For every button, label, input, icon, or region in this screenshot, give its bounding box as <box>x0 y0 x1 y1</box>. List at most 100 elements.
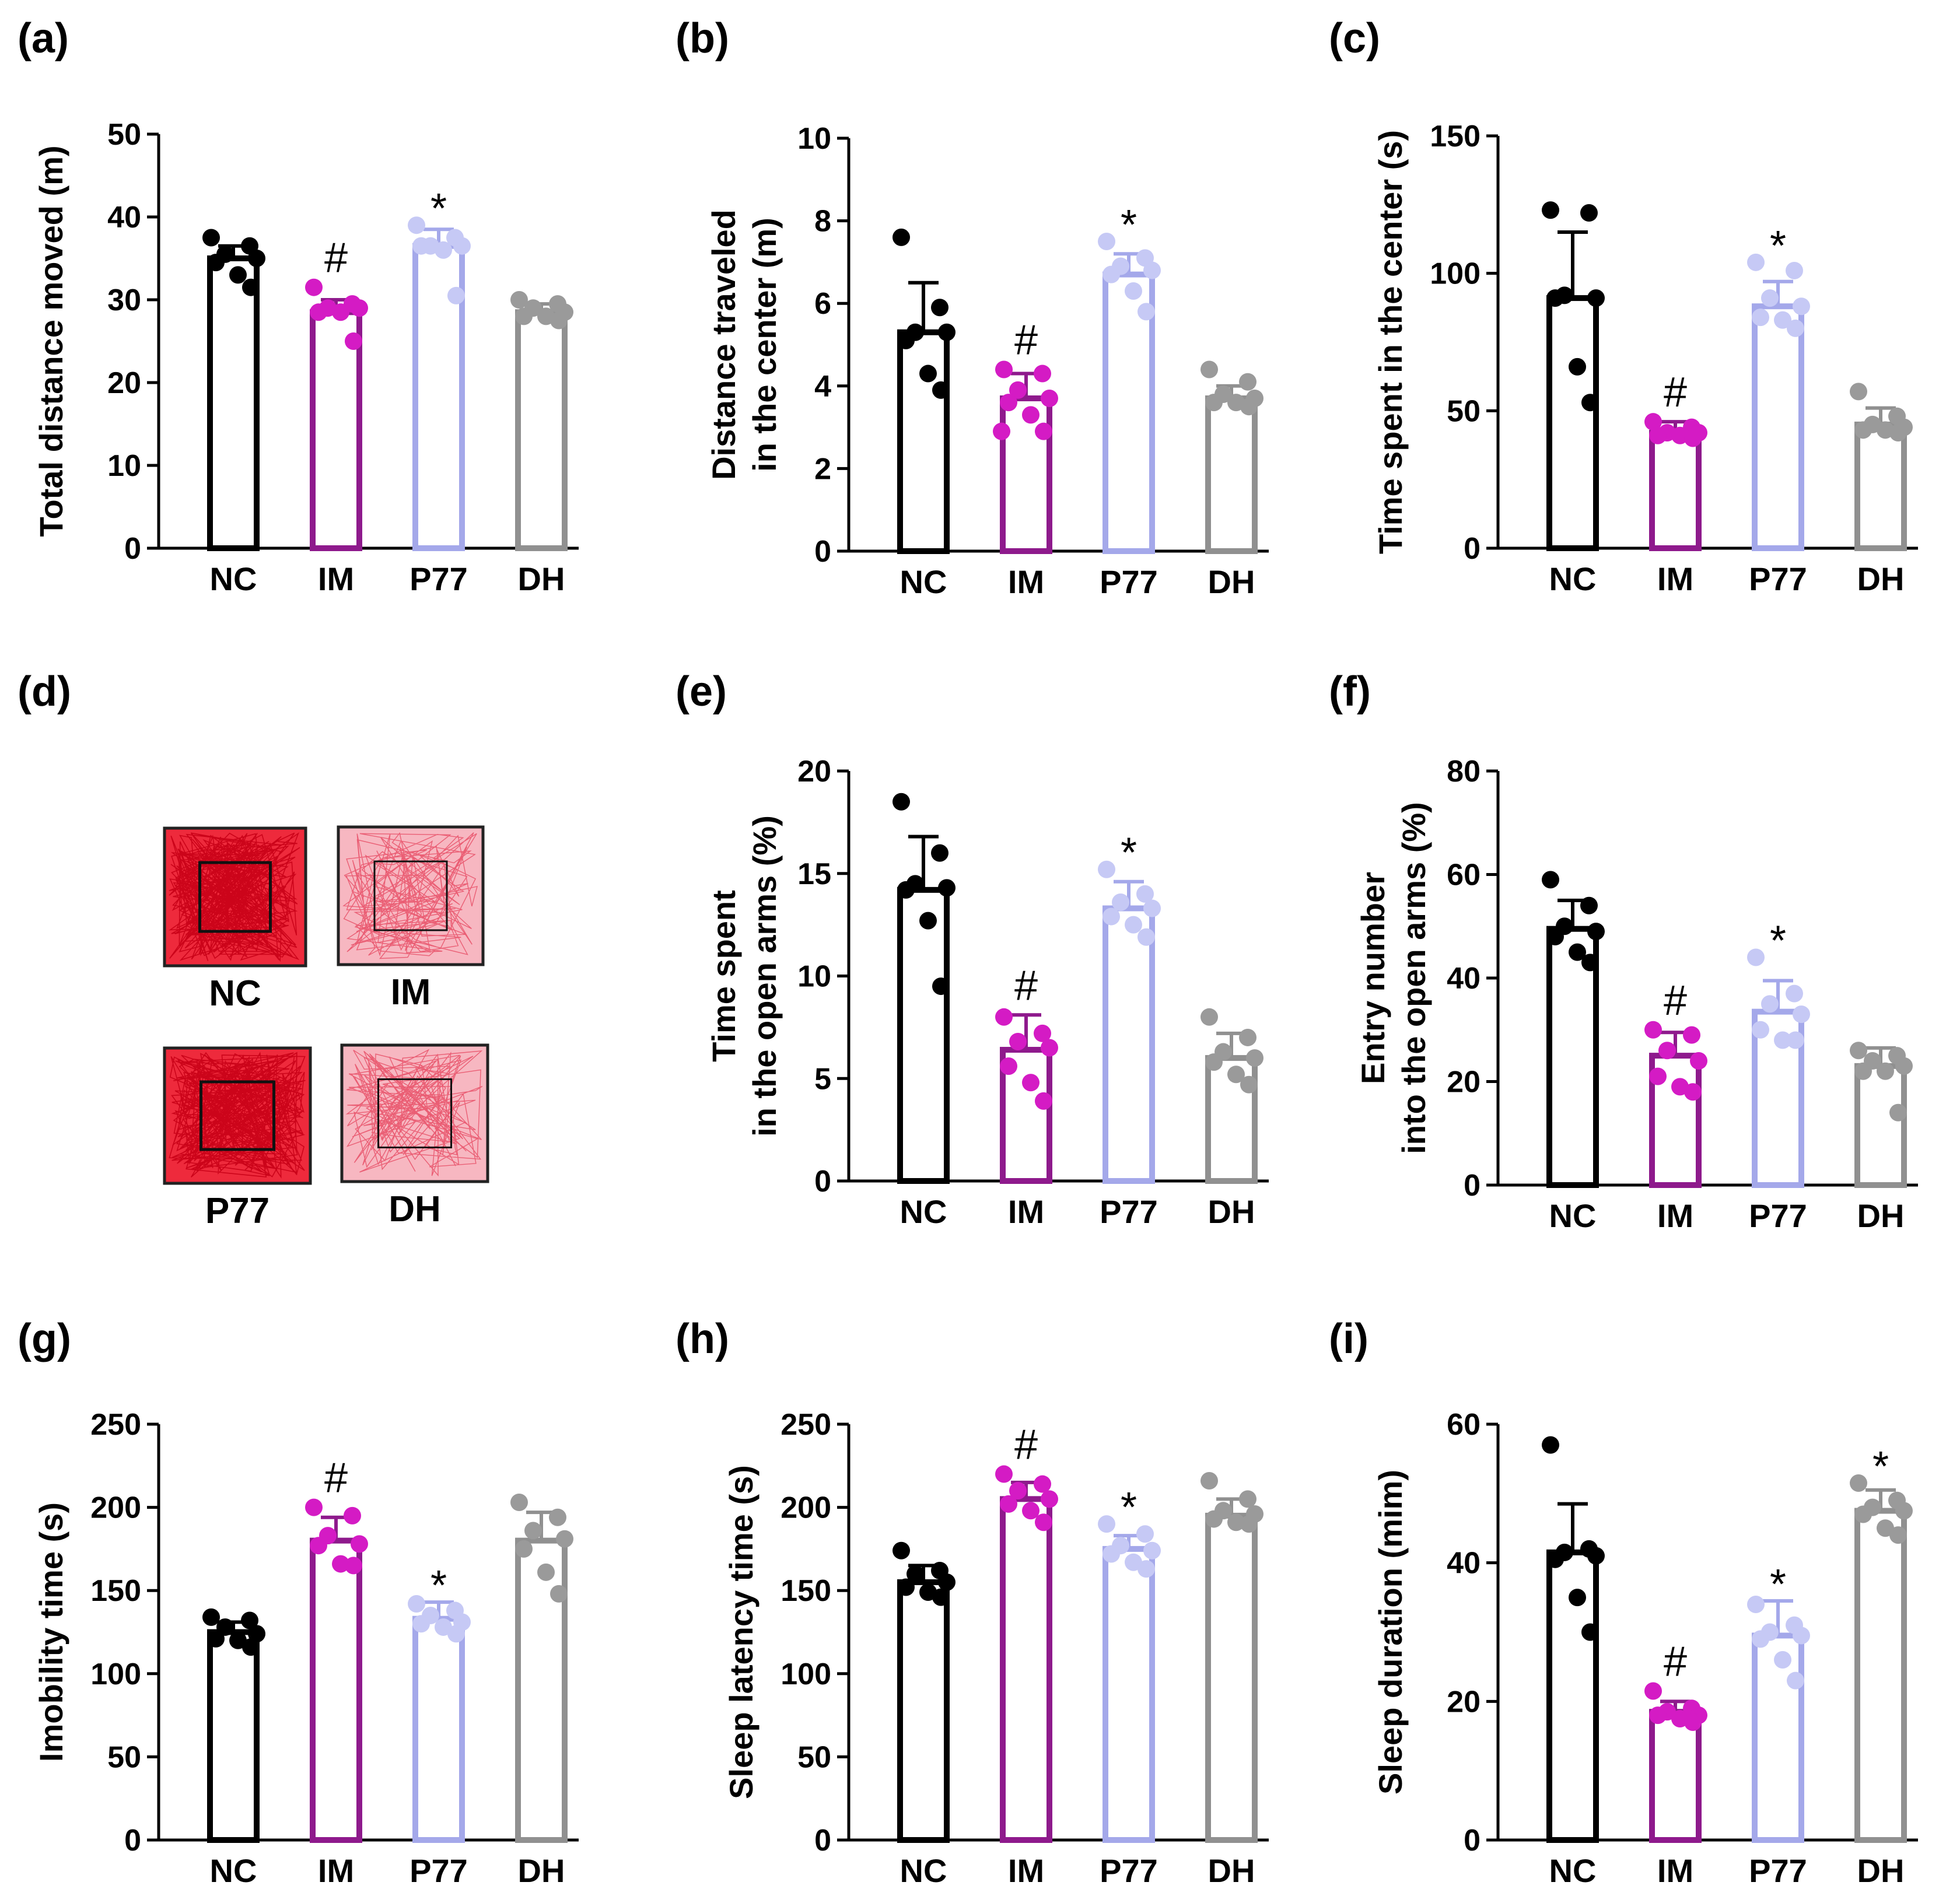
data-point <box>1786 984 1803 1003</box>
bar-nc <box>207 1629 260 1843</box>
y-tick-label: 40 <box>1447 1547 1480 1580</box>
data-point <box>1138 1560 1155 1578</box>
data-point <box>1102 907 1120 926</box>
data-point <box>202 1608 220 1626</box>
data-point <box>1889 1526 1907 1544</box>
significance-mark: * <box>1770 1561 1786 1608</box>
data-point <box>1143 261 1161 279</box>
bar-p77 <box>1752 1632 1804 1843</box>
panel-letter: (h) <box>676 1316 729 1362</box>
data-point <box>241 1611 258 1629</box>
data-point <box>1239 1028 1256 1046</box>
y-tick-label: 0 <box>1464 532 1480 566</box>
data-point <box>1000 1495 1017 1513</box>
data-point <box>549 1508 566 1526</box>
data-point <box>408 216 425 234</box>
panel-letter: (b) <box>676 15 729 62</box>
data-point <box>1854 421 1872 439</box>
y-tick-label: 20 <box>107 366 141 400</box>
significance-mark: # <box>324 235 348 282</box>
data-point <box>1877 1519 1894 1537</box>
y-tick-label: 50 <box>107 118 141 152</box>
data-point <box>931 844 949 862</box>
chart-panel-i: (i) 0 20 40 60 Sleep duration (mim) NC # IM * P77 *… <box>1329 1316 1918 1889</box>
track-image-dh: DH <box>340 1043 489 1229</box>
significance-mark: # <box>1014 317 1038 363</box>
data-point <box>1200 1008 1218 1026</box>
data-point <box>1649 1067 1667 1085</box>
bar-dh <box>1854 1063 1907 1188</box>
y-tick-label: 5 <box>814 1062 831 1096</box>
data-point <box>993 422 1010 440</box>
y-tick-label: 8 <box>814 205 831 239</box>
y-tick-label: 20 <box>797 755 831 788</box>
data-point <box>453 237 471 255</box>
data-point <box>1240 1515 1258 1533</box>
center-zone <box>377 1078 452 1148</box>
data-point <box>1009 381 1027 399</box>
x-tick-label: IM <box>318 1852 354 1889</box>
data-point <box>515 307 533 325</box>
data-point <box>550 1585 568 1603</box>
data-point <box>1684 1083 1702 1101</box>
bar-im <box>1649 430 1702 551</box>
data-point <box>1854 1062 1872 1080</box>
significance-mark: # <box>1014 1422 1038 1469</box>
bar-dh <box>1205 395 1258 554</box>
data-point <box>995 1008 1013 1026</box>
data-point <box>1569 1589 1586 1607</box>
significance-mark: * <box>1121 202 1137 248</box>
y-axis-title: Sleep latency time (s) <box>723 1465 760 1799</box>
y-tick-label: 0 <box>1464 1169 1480 1203</box>
data-point <box>1761 289 1779 307</box>
y-tick-label: 250 <box>780 1408 831 1442</box>
y-tick-label: 10 <box>107 449 141 483</box>
x-tick-label: NC <box>900 563 947 600</box>
data-point <box>1125 1553 1142 1571</box>
data-point <box>1850 1474 1867 1492</box>
panel-letter: (g) <box>18 1316 71 1362</box>
y-tick-label: 150 <box>1430 120 1480 153</box>
data-point <box>412 237 430 255</box>
chart-panel-g: (g) 0 50 100 150 200 250 Imobility time (s) NC # I… <box>18 1316 579 1889</box>
y-axis-title: in the center (m) <box>746 218 783 472</box>
data-point <box>1877 1062 1894 1080</box>
data-point <box>1581 394 1599 412</box>
data-point <box>1246 1049 1264 1067</box>
y-tick-label: 50 <box>797 1740 831 1774</box>
track-path <box>169 832 300 962</box>
data-point <box>1587 1547 1605 1565</box>
data-point <box>332 1555 349 1573</box>
x-tick-label: NC <box>210 560 257 597</box>
data-point <box>1227 1066 1245 1084</box>
track-label: DH <box>388 1189 441 1229</box>
data-point <box>1747 253 1765 271</box>
data-point <box>1895 1502 1913 1520</box>
data-point <box>1022 406 1040 424</box>
x-tick-label: DH <box>1857 1197 1905 1234</box>
data-point <box>1889 424 1907 442</box>
y-tick-label: 200 <box>90 1491 141 1525</box>
y-tick-label: 60 <box>1447 858 1480 892</box>
y-tick-label: 30 <box>107 283 141 317</box>
data-point <box>1546 928 1564 945</box>
data-point <box>1889 1103 1907 1122</box>
y-tick-label: 10 <box>797 122 831 156</box>
bar-im <box>310 1537 362 1843</box>
data-point <box>892 793 910 811</box>
data-point <box>435 1618 452 1636</box>
data-point <box>344 1506 361 1524</box>
data-point <box>919 365 937 383</box>
data-point <box>537 1563 555 1581</box>
y-tick-label: 150 <box>90 1574 141 1608</box>
y-tick-label: 4 <box>814 370 831 404</box>
data-point <box>938 879 956 897</box>
x-tick-label: P77 <box>1100 563 1158 600</box>
data-point <box>524 1522 542 1540</box>
track-path <box>169 1052 306 1179</box>
data-point <box>1684 1713 1702 1731</box>
y-tick-label: 50 <box>1447 394 1480 428</box>
data-point <box>1205 1053 1223 1071</box>
data-point <box>1034 1024 1051 1042</box>
y-tick-label: 100 <box>780 1657 831 1691</box>
